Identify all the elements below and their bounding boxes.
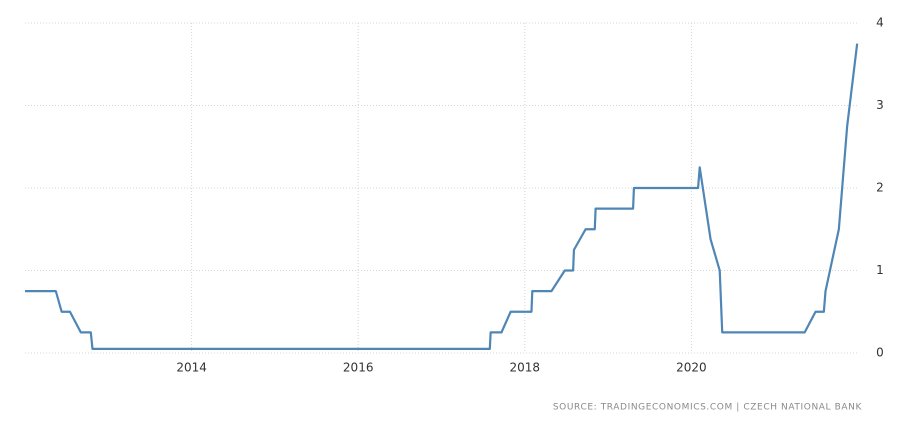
x-tick-label: 2014 [176,361,207,375]
x-tick-label: 2016 [343,361,374,375]
x-tick-label: 2020 [676,361,707,375]
x-tick-label: 2018 [510,361,541,375]
y-tick-label: 4 [876,16,884,30]
y-tick-label: 3 [876,98,884,112]
line [25,43,859,350]
y-tick-label: 1 [876,263,884,277]
y-tick-label: 2 [876,181,884,195]
y-tick-label: 0 [876,346,884,360]
source: SOURCE: TRADINGECONOMICS.COM | CZECH NAT… [553,403,863,413]
